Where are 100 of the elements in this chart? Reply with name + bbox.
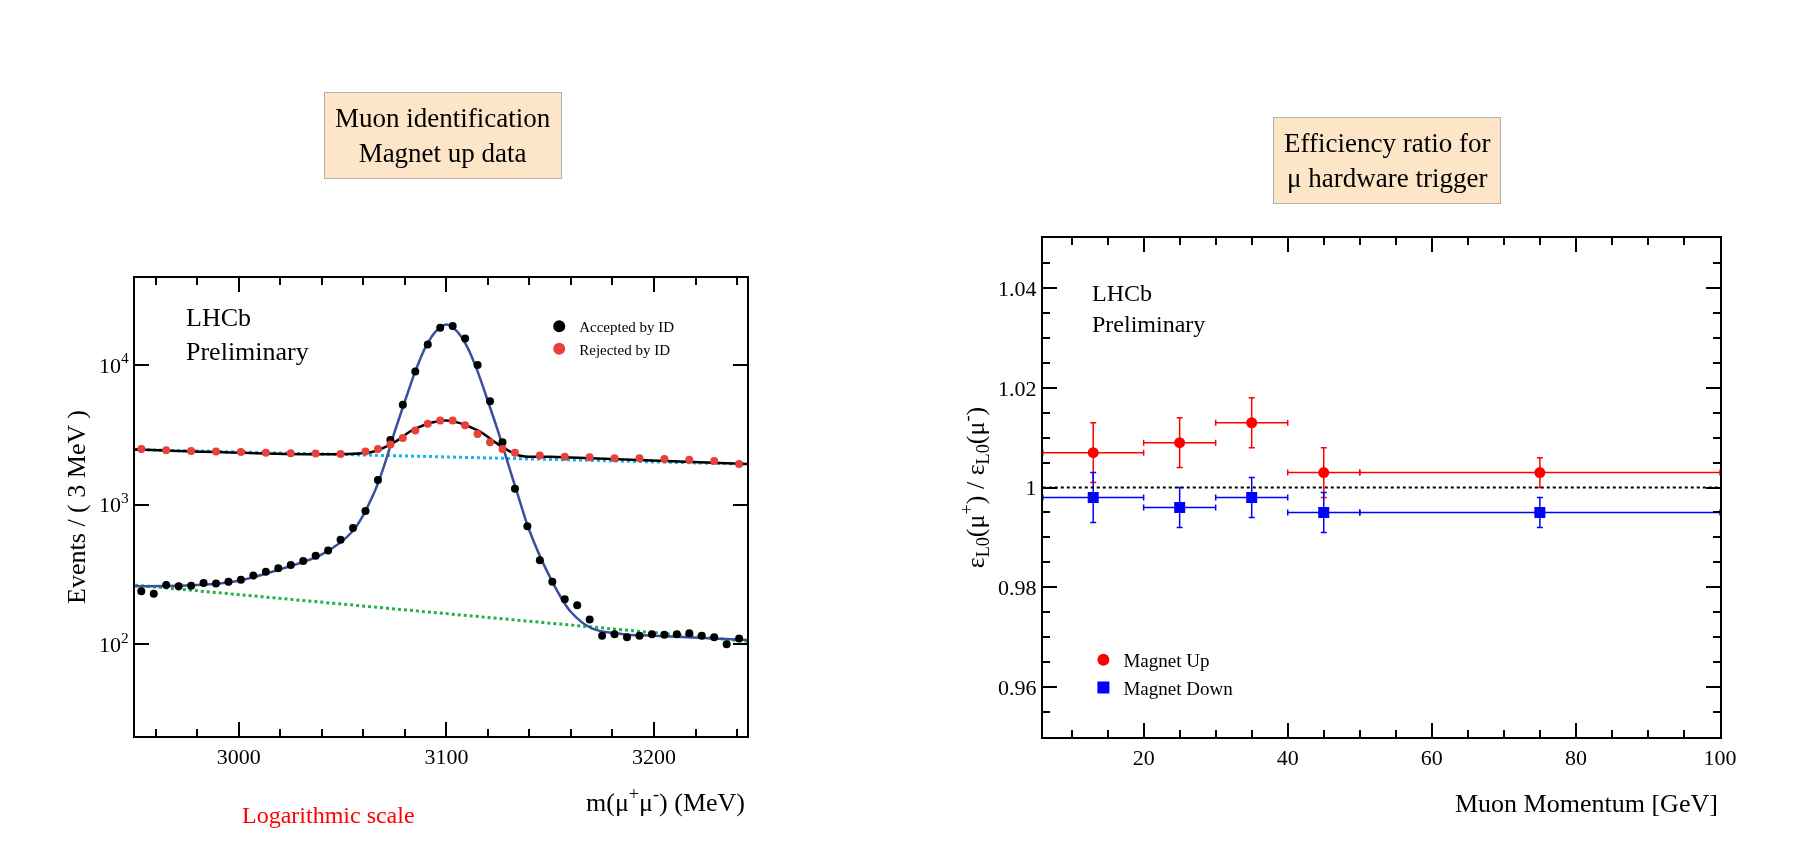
point [398,434,407,442]
point [236,575,245,584]
point [498,445,507,454]
point [286,560,295,569]
text: Logarithmic scale [242,802,415,828]
point [199,578,208,587]
point [448,416,457,425]
x-axis-title: m(μ$^{+}$μ$^{-}$) (MeV) [586,784,746,817]
point [423,340,432,349]
y-tick-label: 0.96 [997,674,1037,700]
point [1174,437,1186,449]
y-tick-label: 1 [1025,475,1037,501]
annotation: LHCb Preliminary [186,303,309,366]
point [187,581,196,590]
point [697,631,706,640]
point [324,546,333,555]
point [436,416,445,425]
point [286,449,295,458]
point [610,630,619,639]
y-tick-label: 1.02 [997,375,1037,401]
legend-label: Accepted by ID [579,319,675,336]
point [710,457,719,466]
point [249,571,258,580]
point [137,587,146,596]
point [598,631,607,640]
point [735,634,744,643]
point [373,476,382,485]
point [361,447,370,456]
point [212,447,221,456]
point [1246,417,1258,429]
x-axis-title: Muon Momentum [GeV] [1455,789,1718,818]
point [187,447,196,456]
point [448,322,457,331]
point [336,450,345,459]
point [498,438,507,447]
point [423,419,432,428]
point [486,397,495,406]
point [137,445,146,454]
point [685,455,694,464]
point [473,361,482,369]
x-tick-label: 80 [1564,745,1587,771]
point [261,448,270,457]
point [436,323,445,332]
point [162,581,171,590]
point [386,440,395,449]
point [224,577,233,586]
y-tick-label: 10$^{4}$ [98,349,129,378]
x-tick-label: 40 [1276,745,1299,771]
point [236,448,245,457]
point [535,451,544,460]
point [149,589,158,598]
point [486,438,495,447]
x-tick-label: 3200 [632,744,677,770]
point [1246,492,1258,504]
point [672,630,681,639]
point [1318,506,1330,518]
point [349,523,358,532]
point [361,507,370,515]
point [174,582,183,591]
point [261,567,270,576]
point [735,460,744,469]
point [560,595,569,604]
point [710,633,719,642]
y-tick-label: 0.98 [997,574,1037,600]
point [510,484,519,493]
point [647,630,656,639]
point [635,454,644,463]
point [610,454,619,463]
annotation: LHCb Preliminary [1092,280,1206,338]
point [560,452,569,461]
point [373,445,382,454]
x-tick-label: 3000 [216,744,261,770]
x-tick-label: 20 [1132,745,1155,771]
point [585,453,594,462]
point [573,601,582,610]
point [1174,502,1186,514]
point [461,421,470,430]
point [1318,467,1330,479]
legend-label: Magnet Up [1123,650,1210,672]
x-tick-label: 3100 [424,744,469,770]
point [299,556,308,565]
legend-label: Magnet Down [1123,677,1234,699]
point [1534,506,1546,518]
y-axis-title: Events / ( 3 MeV ) [61,410,91,604]
point [1534,467,1546,479]
x-tick-label: 100 [1703,745,1737,771]
point [461,334,470,343]
chart-title: Muon identification Magnet up data [335,103,551,169]
point [722,640,731,649]
point [635,631,644,640]
point [411,367,420,376]
x-tick-label: 60 [1420,745,1443,771]
chart-title: Efficiency ratio for μ hardware trigger [1284,128,1491,194]
legend-label: Rejected by ID [579,341,671,358]
point [660,455,669,464]
point [1087,447,1099,459]
point [660,630,669,639]
point [685,629,694,638]
point [623,633,632,642]
point [523,522,532,531]
